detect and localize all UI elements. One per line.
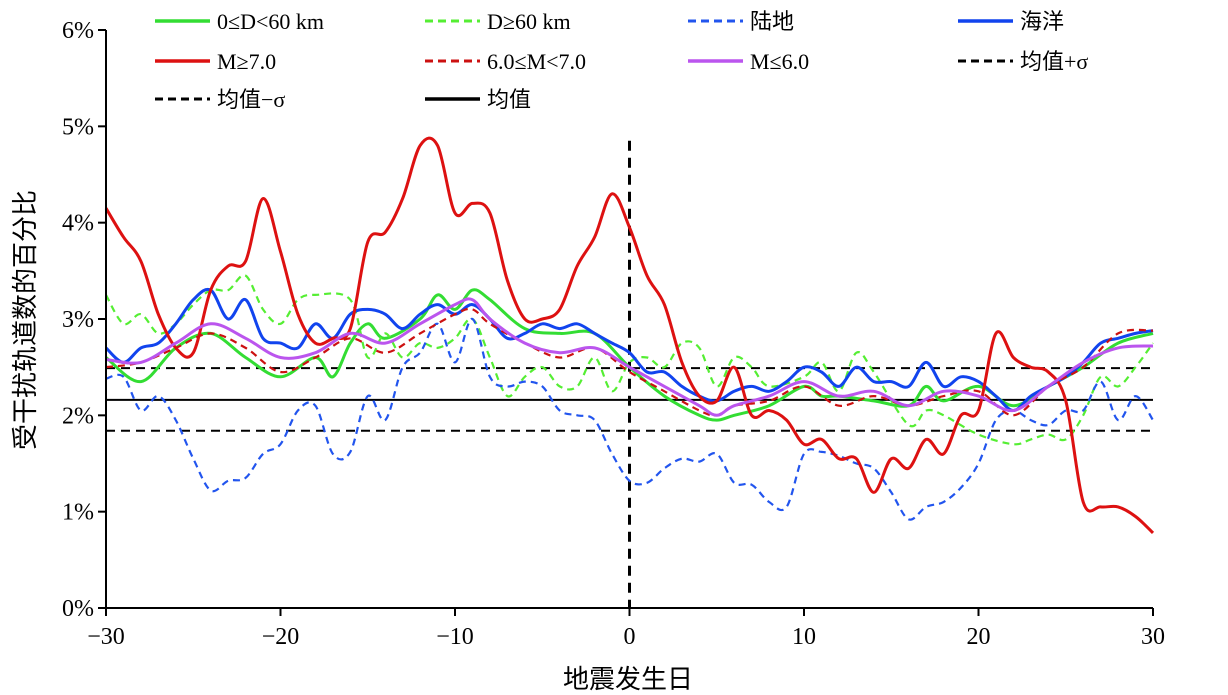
y-tick-label: 0% xyxy=(62,596,94,622)
series-line xyxy=(105,297,1154,417)
x-tick-label: 30 xyxy=(1141,624,1165,650)
x-tick-label: 20 xyxy=(967,624,991,650)
series-line xyxy=(104,136,1155,534)
legend-label: 均值+σ xyxy=(1020,49,1088,74)
y-tick-label: 1% xyxy=(62,500,94,526)
series-line xyxy=(104,287,1154,412)
x-tick-label: −30 xyxy=(87,624,125,650)
y-tick-label: 6% xyxy=(62,18,94,44)
legend-label: 海洋 xyxy=(1020,9,1064,34)
legend-label: 均值 xyxy=(487,87,531,112)
y-axis-title: 受干扰轨道数的百分比 xyxy=(11,190,41,450)
legend-label: M≤6.0 xyxy=(750,49,809,74)
y-tick-label: 5% xyxy=(62,114,94,140)
legend-label: 0≤D<60 km xyxy=(217,9,324,34)
y-tick-label: 4% xyxy=(62,211,94,237)
legend-label: M≥7.0 xyxy=(217,49,276,74)
x-axis-title: 地震发生日 xyxy=(563,665,693,695)
legend-label: 陆地 xyxy=(750,9,794,34)
x-tick-label: 10 xyxy=(792,624,816,650)
series-line xyxy=(105,274,1154,446)
y-tick-label: 3% xyxy=(62,307,94,333)
legend-label: 均值−σ xyxy=(217,87,285,112)
legend-label: D≥60 km xyxy=(487,9,571,34)
series-line xyxy=(105,307,1154,417)
x-tick-label: 0 xyxy=(624,624,636,650)
legend-label: 6.0≤M<7.0 xyxy=(487,49,586,74)
x-tick-label: −20 xyxy=(262,624,300,650)
series-line xyxy=(105,317,1154,521)
series-line xyxy=(105,288,1154,422)
y-tick-label: 2% xyxy=(62,403,94,429)
x-tick-label: −10 xyxy=(436,624,474,650)
